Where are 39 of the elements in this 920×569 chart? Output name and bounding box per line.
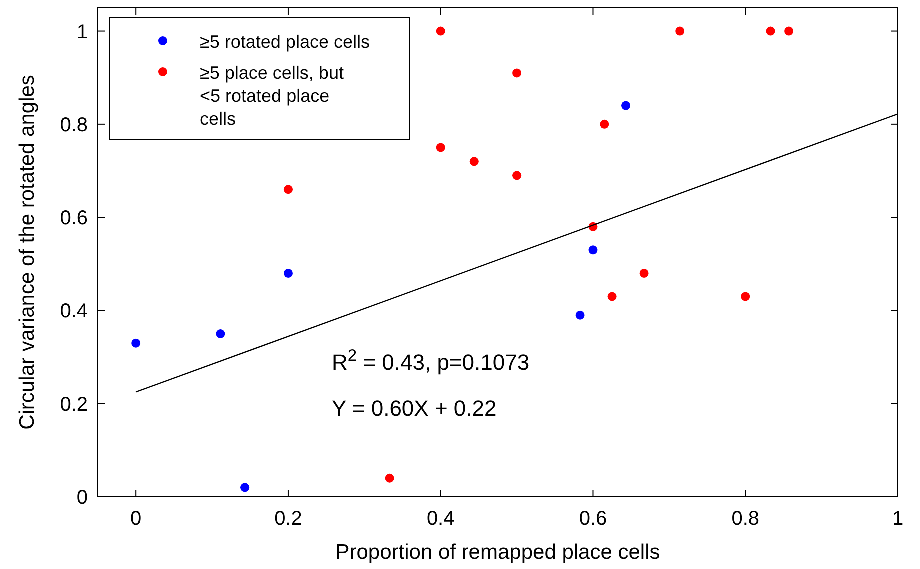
y-tick-label: 0.4 (60, 300, 88, 323)
annotation: R$^{2}$ = 0.43, p=0.1073 (332, 347, 530, 375)
point (470, 157, 479, 166)
point (784, 26, 794, 36)
x-tick-label: 1 (892, 508, 904, 530)
legend-label: ≥5 place cells, but <5 rotated place cells (200, 63, 344, 129)
point (588, 246, 598, 255)
y-tick-label: 0.2 (60, 394, 88, 416)
point (512, 171, 522, 180)
y-tick-label: 1 (76, 21, 88, 44)
x-tick-label: 0 (130, 508, 142, 530)
y-tick-label: 0.6 (60, 208, 88, 230)
point (608, 292, 617, 302)
x-tick-label: 0.8 (732, 508, 760, 530)
point (676, 26, 685, 36)
point (640, 268, 649, 278)
point (766, 26, 776, 36)
annotation: Y = 0.60X + 0.22 (332, 396, 497, 421)
y-axis-title: Circular variance of the rotated angles (16, 75, 39, 430)
point (512, 68, 522, 78)
x-tick-label: 0.2 (274, 508, 302, 530)
point (284, 268, 293, 278)
x-tick-label: 0.6 (579, 508, 608, 530)
point (132, 338, 141, 348)
point (436, 26, 446, 36)
point (576, 310, 585, 320)
y-tick-label: 0 (76, 487, 88, 509)
point (216, 330, 226, 338)
point (436, 143, 446, 152)
x-axis-title: Proportion of remapped place cells (336, 541, 660, 564)
point (385, 474, 394, 483)
point (284, 185, 293, 194)
point (600, 120, 610, 129)
x-tick-label: 0.4 (426, 508, 455, 530)
point (741, 292, 750, 302)
point (240, 483, 250, 492)
legend-label: ≥5 rotated place cells (200, 32, 370, 52)
point (622, 101, 630, 110)
y-tick-label: 0.8 (60, 114, 88, 136)
